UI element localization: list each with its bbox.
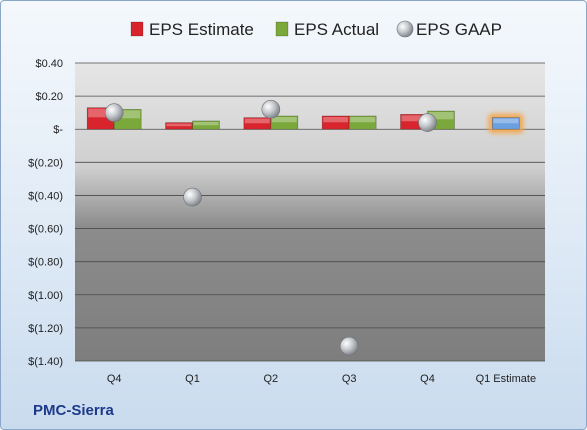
x-axis-labels: Q4 Q1 Q2 Q3 Q4 Q1 Estimate [107,373,536,385]
y-tick-label: $0.40 [35,58,63,70]
legend: EPS Estimate EPS Actual EPS GAAP [130,20,502,39]
eps-estimate-bar-highlight [401,115,427,122]
x-tick-label: Q2 [263,373,278,385]
y-tick-label: $- [53,124,63,136]
eps-gaap-point [339,336,359,356]
company-name: PMC-Sierra [33,402,114,419]
eps-next-estimate-bar-highlight [493,118,519,124]
x-tick-label: Q1 [185,373,200,385]
eps-gaap-point [418,113,437,132]
eps-estimate-bar-highlight [166,123,192,127]
x-tick-label: Q1 Estimate [476,373,537,385]
legend-label: EPS Actual [294,20,379,39]
eps-estimate-bar [243,117,272,130]
legend-label: EPS Estimate [149,20,254,39]
y-tick-label: $(0.60) [28,224,63,236]
y-tick-label: $(0.80) [28,257,63,269]
eps-actual-bar [192,120,220,130]
eps-actual-bar [270,115,299,130]
eps-actual-bar-highlight [115,110,141,119]
eps-gaap-point [104,103,124,122]
x-tick-label: Q4 [420,373,435,385]
gaap-points [104,100,437,356]
legend-label: EPS GAAP [416,20,502,39]
gridlines [75,62,545,362]
legend-swatch [130,21,144,37]
eps-actual-bar-highlight [271,116,297,123]
eps-next-estimate-bar [492,117,520,130]
plot-area [75,63,545,361]
y-tick-label: $(0.20) [28,157,63,169]
eps-actual-bar-highlight [350,116,376,123]
y-tick-label: $(1.00) [28,290,63,302]
legend-swatch [396,20,414,38]
eps-gaap-point [261,100,281,119]
y-tick-label: $(0.40) [28,190,63,202]
eps-actual-bar-highlight [428,112,454,120]
y-tick-label: $0.20 [35,91,63,103]
y-tick-label: $(1.20) [28,323,63,335]
eps-gaap-point [183,187,202,207]
x-tick-label: Q3 [342,373,357,385]
y-axis-labels: $0.40 $0.20 $- $(0.20) $(0.40) $(0.60) $(0.80)… [28,58,63,368]
eps-actual-bar-highlight [193,121,219,126]
eps-actual-bar [348,115,377,130]
eps-estimate-bar-highlight [244,118,270,124]
y-tick-label: $(1.40) [28,356,63,368]
eps-estimate-bar-highlight [88,108,114,118]
legend-swatch [275,21,289,37]
x-tick-label: Q4 [107,373,122,385]
eps-estimate-bar-highlight [323,116,349,123]
